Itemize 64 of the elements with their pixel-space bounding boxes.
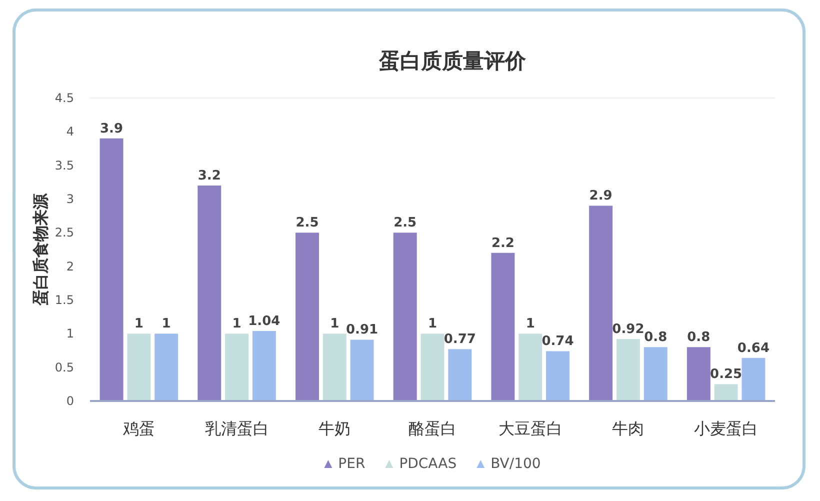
data-label: 0.77: [444, 332, 476, 348]
legend-label: PER: [338, 456, 366, 472]
bar: [252, 330, 276, 401]
bar: [100, 138, 124, 401]
data-label: 3.9: [100, 121, 124, 136]
bar: [491, 252, 515, 401]
y-tick-label: 1.5: [54, 293, 74, 307]
bar: [686, 347, 710, 401]
chart-title: 蛋白质质量评价: [378, 49, 527, 73]
x-tick-label: 鸡蛋: [122, 419, 155, 438]
data-label: 1: [134, 316, 144, 332]
bar: [198, 186, 222, 401]
data-label: 2.5: [394, 216, 417, 231]
y-tick-label: 3: [66, 192, 74, 206]
data-label: 0.92: [612, 322, 644, 338]
data-label: 1: [232, 316, 242, 332]
x-tick-label: 小麦蛋白: [694, 419, 758, 438]
data-label: 3.2: [198, 168, 221, 184]
x-tick-label: 牛奶: [318, 419, 351, 438]
bar: [644, 347, 668, 401]
x-tick-label: 大豆蛋白: [498, 419, 562, 438]
y-tick-label: 3.5: [54, 158, 74, 172]
y-tick-label: 2: [66, 259, 74, 274]
y-tick-label: 4.5: [54, 91, 74, 105]
data-label: 1: [526, 316, 535, 332]
bar: [350, 340, 374, 401]
bar: [420, 334, 444, 401]
data-label: 0.25: [710, 367, 742, 382]
data-label: 0.64: [737, 340, 770, 356]
bar: [393, 232, 417, 401]
data-label: 0.91: [346, 322, 378, 338]
x-tick-label: 乳清蛋白: [204, 419, 269, 438]
bar: [225, 334, 249, 401]
data-label: 1: [428, 316, 438, 332]
bar: [322, 334, 346, 401]
data-label: 0.8: [687, 330, 710, 346]
bar: [448, 349, 472, 401]
legend-label: PDCAAS: [399, 456, 457, 472]
x-tick-label: 酪蛋白: [408, 419, 456, 438]
bar: [546, 351, 570, 401]
y-tick-label: 0.5: [54, 360, 74, 374]
data-label: 1: [162, 316, 171, 332]
x-tick-label: 牛肉: [612, 419, 644, 438]
bar: [589, 206, 613, 401]
bar: [742, 358, 766, 401]
y-tick-label: 1: [66, 326, 74, 341]
legend-label: BV/100: [490, 456, 541, 472]
bar: [296, 232, 319, 401]
y-axis-title: 蛋白质食物来源: [31, 192, 50, 306]
bar: [127, 334, 151, 401]
bar: [518, 334, 542, 401]
y-tick-label: 0: [66, 394, 74, 408]
bar: [616, 339, 640, 401]
data-label: 2.2: [491, 236, 514, 251]
data-label: 2.9: [589, 188, 612, 204]
data-label: 2.5: [296, 216, 319, 231]
data-label: 0.74: [542, 334, 574, 350]
data-label: 0.8: [644, 330, 668, 346]
y-tick-label: 4: [66, 124, 74, 139]
bar: [154, 334, 178, 401]
data-label: 1: [330, 316, 340, 332]
y-tick-label: 2.5: [54, 226, 74, 240]
data-label: 1.04: [248, 314, 280, 329]
bar: [714, 384, 738, 401]
